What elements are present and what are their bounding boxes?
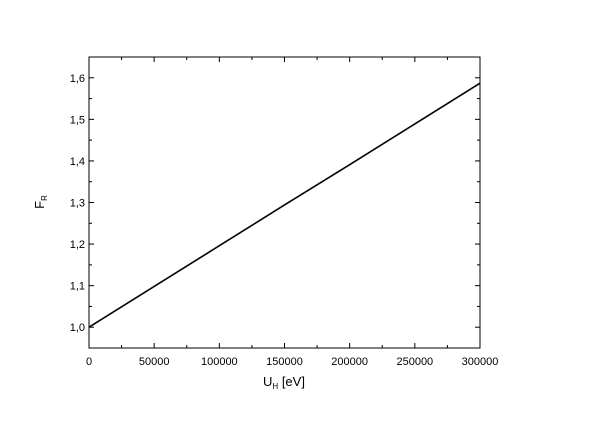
y-tick-label: 1,3 xyxy=(70,198,85,210)
y-tick-label: 1,2 xyxy=(70,239,85,251)
ticks-layer xyxy=(88,57,481,349)
y-axis-label-sub: R xyxy=(40,195,49,201)
x-axis-label-sub: H xyxy=(272,382,278,391)
series-line xyxy=(88,82,481,328)
plot-frame xyxy=(88,56,481,349)
series-layer xyxy=(88,82,481,328)
y-axis-label-main: F xyxy=(32,201,47,209)
x-tick-label: 300000 xyxy=(462,356,499,368)
y-tick-label: 1,5 xyxy=(70,114,85,126)
x-tick-label: 250000 xyxy=(396,356,433,368)
x-axis-label: UH [eV] xyxy=(263,374,305,391)
x-tick-label: 150000 xyxy=(266,356,303,368)
x-tick-label: 100000 xyxy=(201,356,238,368)
x-tick-label: 0 xyxy=(86,356,92,368)
x-axis-label-suffix: [eV] xyxy=(278,374,305,389)
y-tick-label: 1,1 xyxy=(70,281,85,293)
y-tick-label: 1,0 xyxy=(70,322,85,334)
y-tick-label: 1,4 xyxy=(70,156,85,168)
x-tick-label: 50000 xyxy=(139,356,170,368)
x-tick-label: 200000 xyxy=(331,356,368,368)
tick-labels-layer: 0 50000 100000 150000 200000 250000 300000 1,0 1… xyxy=(70,73,499,368)
y-axis-label: FR xyxy=(32,195,49,209)
x-axis-label-main: U xyxy=(263,374,272,389)
y-tick-label: 1,6 xyxy=(70,73,85,85)
